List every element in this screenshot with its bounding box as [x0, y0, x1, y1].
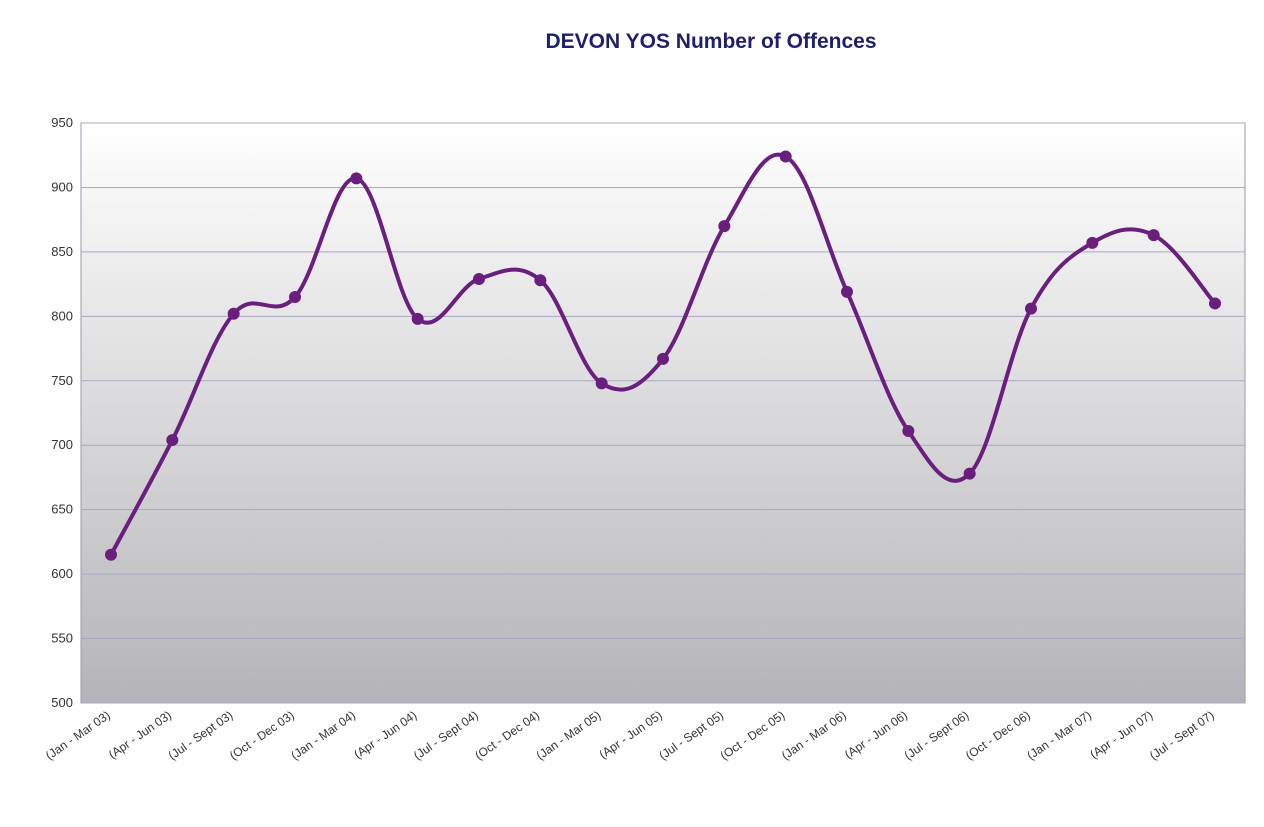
data-point	[1086, 236, 1099, 249]
x-tick-label: (Jan - Mar 05)	[534, 708, 604, 763]
x-tick-label: (Apr - Jun 05)	[597, 708, 665, 762]
data-point	[1209, 297, 1221, 310]
y-tick-label: 750	[51, 373, 73, 388]
data-point	[166, 434, 179, 447]
y-tick-label: 800	[51, 308, 73, 323]
x-tick-label: (Jul - Sept 03)	[166, 708, 236, 763]
data-points	[105, 150, 1221, 561]
y-tick-label: 650	[51, 502, 73, 517]
x-tick-label: (Apr - Jun 06)	[842, 708, 910, 762]
x-tick-label: (Jul - Sept 07)	[1147, 708, 1217, 763]
data-point	[289, 291, 301, 303]
y-tick-label: 500	[51, 695, 73, 710]
data-point	[963, 467, 976, 480]
x-tick-label: (Oct - Dec 04)	[472, 708, 542, 763]
y-tick-label: 950	[51, 115, 73, 130]
data-point	[902, 425, 915, 438]
data-point	[1025, 302, 1037, 315]
y-tick-label: 600	[51, 566, 73, 581]
x-tick-label: (Jul - Sept 04)	[411, 708, 481, 763]
x-tick-label: (Jan - Mar 03)	[43, 708, 113, 763]
data-point	[841, 285, 853, 298]
data-point	[779, 150, 792, 163]
data-point	[657, 352, 669, 365]
x-tick-label: (Jul - Sept 06)	[902, 708, 972, 763]
y-tick-label: 900	[51, 179, 73, 194]
x-axis-ticks: (Jan - Mar 03)(Apr - Jun 03)(Jul - Sept …	[43, 708, 1217, 763]
data-point	[350, 172, 363, 185]
plot-area	[80, 122, 1246, 704]
x-tick-label: (Oct - Dec 03)	[227, 708, 297, 763]
data-point	[1147, 229, 1160, 242]
data-point	[595, 377, 608, 390]
data-point	[718, 220, 731, 233]
x-tick-label: (Jan - Mar 07)	[1024, 708, 1094, 763]
data-point	[534, 274, 547, 287]
x-tick-label: (Apr - Jun 03)	[106, 708, 174, 762]
y-tick-label: 550	[51, 631, 73, 646]
x-tick-label: (Jul - Sept 05)	[656, 708, 726, 763]
x-tick-label: (Apr - Jun 07)	[1087, 708, 1155, 762]
x-tick-label: (Oct - Dec 06)	[963, 708, 1033, 763]
y-tick-label: 850	[51, 244, 73, 259]
data-point	[473, 272, 485, 285]
y-tick-label: 700	[51, 437, 73, 452]
data-point	[411, 312, 424, 325]
data-point	[227, 307, 240, 320]
data-point	[105, 548, 117, 561]
x-tick-label: (Apr - Jun 04)	[351, 708, 419, 762]
x-tick-label: (Jan - Mar 04)	[288, 708, 358, 763]
chart-title: DEVON YOS Number of Offences	[545, 30, 877, 53]
y-axis-ticks: 500 550 600 650 700 750 800 850 900 950	[51, 115, 73, 710]
gridlines	[81, 122, 1245, 704]
x-tick-label: (Oct - Dec 05)	[718, 708, 788, 763]
x-tick-label: (Jan - Mar 06)	[779, 708, 849, 763]
